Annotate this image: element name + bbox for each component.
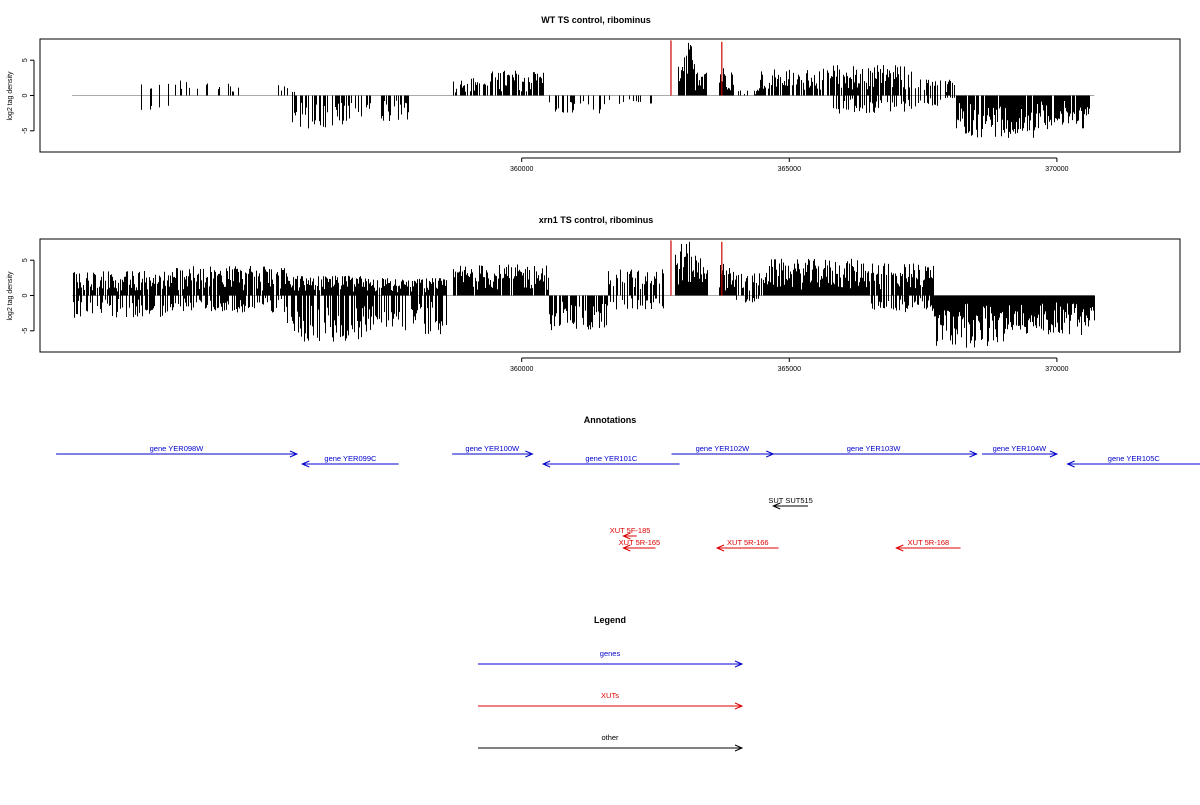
arrow-head xyxy=(541,460,551,468)
legend-title: Legend xyxy=(594,615,626,625)
annotation-feature: XUT 5R-168 xyxy=(895,538,961,552)
y-tick-label: -5 xyxy=(22,128,29,134)
axes: -5 0 5 360000 365000 370000 xyxy=(22,258,1069,373)
arrow-head xyxy=(734,744,744,752)
feature-label: gene YER098W xyxy=(150,444,205,453)
y-tick-label: -5 xyxy=(22,328,29,334)
plot-frame xyxy=(39,238,1181,353)
axes: -5 0 5 360000 365000 370000 xyxy=(22,58,1069,173)
arrow-head xyxy=(771,502,781,510)
annotations-title: Annotations xyxy=(584,415,637,425)
plot-area xyxy=(72,240,1095,348)
annotation-feature: gene YER105C xyxy=(1066,454,1200,468)
feature-label: XUT 5R-165 xyxy=(619,538,661,547)
feature-label: gene YER105C xyxy=(1108,454,1161,463)
annotation-feature: SUT SUT515 xyxy=(768,496,813,510)
annotation-feature: XUT 5R-165 xyxy=(619,538,661,552)
legend-label: genes xyxy=(600,649,621,658)
legend-item: other xyxy=(478,733,744,752)
arrow-head xyxy=(622,544,631,552)
feature-label: gene YER099C xyxy=(324,454,377,463)
legend-item: genes xyxy=(478,649,744,668)
legend-item: XUTs xyxy=(478,691,744,710)
plot-frame xyxy=(39,38,1181,153)
annotation-feature: gene YER101C xyxy=(541,454,680,468)
legend-items: genes XUTs other xyxy=(478,649,744,752)
y-tick-label: 5 xyxy=(22,58,29,62)
arrow-head xyxy=(895,544,904,552)
arrow-head xyxy=(734,702,744,710)
y-tick-label: 5 xyxy=(22,258,29,262)
arrow-head xyxy=(1066,460,1075,468)
feature-label: gene YER101C xyxy=(585,454,638,463)
legend: Legend genes XUTs other xyxy=(478,615,744,752)
annotation-feature: gene YER103W xyxy=(770,444,978,458)
x-tick-label: 365000 xyxy=(778,366,801,373)
y-axis-label: log2 tag density xyxy=(7,71,14,121)
y-tick-label: 0 xyxy=(22,93,29,97)
annotation-feature: XUT 5F-185 xyxy=(610,526,651,540)
arrow-head xyxy=(289,450,299,458)
legend-label: XUTs xyxy=(601,691,619,700)
feature-label: SUT SUT515 xyxy=(768,496,812,505)
panel-title: WT TS control, ribominus xyxy=(541,15,651,25)
feature-label: XUT 5R-166 xyxy=(727,538,769,547)
arrow-head xyxy=(715,544,725,552)
x-tick-label: 365000 xyxy=(778,166,801,173)
track-xrn1-ts-control: xrn1 TS control, ribominus log2 tag dens… xyxy=(7,215,1181,373)
arrow-head xyxy=(622,532,631,540)
feature-label: gene YER104W xyxy=(993,444,1048,453)
panel-title: xrn1 TS control, ribominus xyxy=(539,215,654,225)
feature-label: XUT 5F-185 xyxy=(610,526,651,535)
plot-area xyxy=(72,40,1095,138)
annotation-feature: gene YER104W xyxy=(981,444,1059,458)
legend-label: other xyxy=(601,733,619,742)
x-tick-label: 360000 xyxy=(510,366,533,373)
annotation-feature: XUT 5R-166 xyxy=(715,538,779,552)
x-tick-label: 360000 xyxy=(510,166,533,173)
feature-label: gene YER102W xyxy=(696,444,751,453)
annotation-feature: gene YER099C xyxy=(300,454,399,468)
x-tick-label: 370000 xyxy=(1045,366,1068,373)
arrow-head xyxy=(525,450,534,458)
arrow-head xyxy=(1049,450,1059,458)
arrow-head xyxy=(300,460,310,468)
annotation-feature: gene YER100W xyxy=(452,444,534,458)
y-axis-label: log2 tag density xyxy=(7,271,14,321)
arrow-head xyxy=(734,660,744,668)
arrow-head xyxy=(969,450,978,458)
feature-label: XUT 5R-168 xyxy=(908,538,950,547)
y-tick-label: 0 xyxy=(22,293,29,297)
feature-label: gene YER100W xyxy=(465,444,520,453)
annotation-feature: gene YER102W xyxy=(671,444,775,458)
track-wt-ts-control: WT TS control, ribominus log2 tag densit… xyxy=(7,15,1181,173)
annotation-feature: gene YER098W xyxy=(56,444,299,458)
x-tick-label: 370000 xyxy=(1045,166,1068,173)
feature-label: gene YER103W xyxy=(847,444,902,453)
annotation-features: gene YER098W gene YER099C gene YER100W gene… xyxy=(56,444,1200,552)
